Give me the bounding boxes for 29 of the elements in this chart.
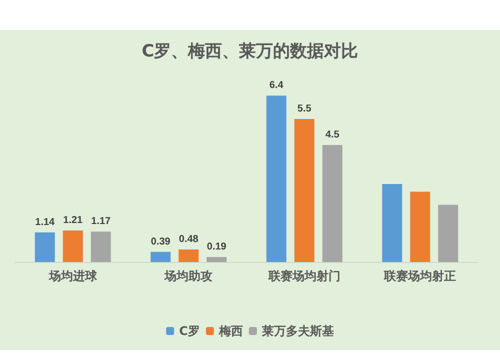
data-label: 0.39 xyxy=(150,236,171,248)
bar xyxy=(294,119,314,262)
data-label: 0.48 xyxy=(178,234,199,246)
x-tick-label: 联赛场均射正 xyxy=(383,269,456,283)
legend-label: C罗 xyxy=(179,324,200,338)
data-label: 6.4 xyxy=(269,80,284,92)
bar xyxy=(34,232,55,262)
data-label: 1.14 xyxy=(35,216,56,228)
bar xyxy=(438,204,458,262)
bar xyxy=(410,192,430,262)
bar xyxy=(266,96,286,262)
bar xyxy=(382,184,402,262)
data-label: 0.19 xyxy=(206,242,227,253)
bar xyxy=(206,257,227,262)
bar xyxy=(90,232,111,262)
bar xyxy=(150,252,171,262)
bar xyxy=(62,230,83,262)
data-label: 4.5 xyxy=(325,130,340,140)
data-label: 5.5 xyxy=(297,104,312,114)
x-tick-label: 联赛场均射门 xyxy=(267,269,340,283)
x-tick-label: 场均助攻 xyxy=(164,269,213,283)
chart-title: C罗、梅西、莱万的数据对比 xyxy=(142,42,358,62)
legend-label: 梅西 xyxy=(218,324,243,338)
x-tick-label: 场均进球 xyxy=(48,269,98,283)
legend-label: 莱万多夫斯基 xyxy=(260,324,334,338)
bar xyxy=(322,145,342,262)
bar xyxy=(178,250,199,262)
data-label: 1.21 xyxy=(63,215,84,226)
data-label: 1.17 xyxy=(91,216,112,228)
